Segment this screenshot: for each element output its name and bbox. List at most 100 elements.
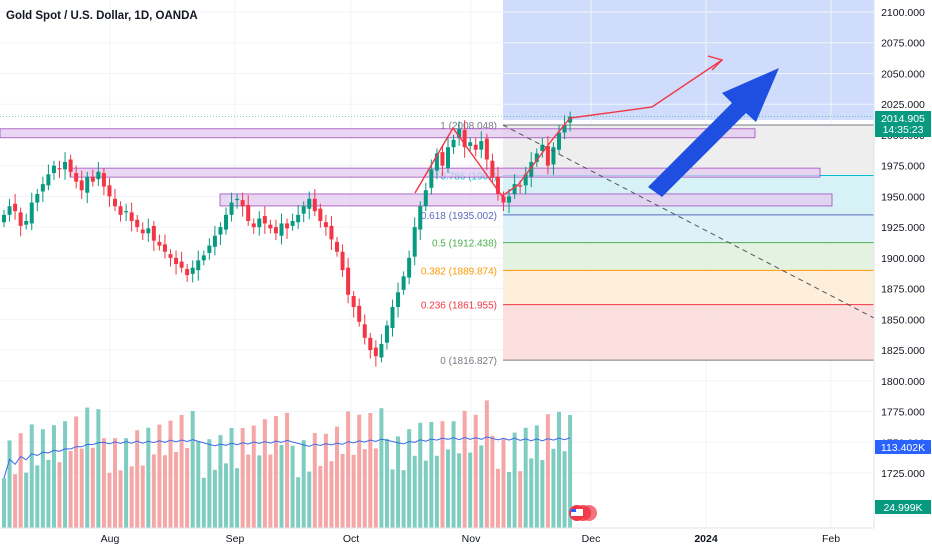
- price-tick-label: 1800.000: [881, 376, 925, 388]
- time-axis-label: 2024: [694, 533, 718, 545]
- volume-bar: [51, 425, 56, 528]
- zone-box[interactable]: [0, 128, 756, 139]
- candle-body: [396, 292, 401, 308]
- candle-body: [323, 222, 328, 228]
- fib-level-label: 0.382 (1889.874): [421, 266, 497, 277]
- candle-body: [151, 225, 156, 241]
- volume-bar: [235, 468, 240, 528]
- price-tick-label: 1875.000: [881, 284, 925, 296]
- candle-body: [418, 206, 423, 230]
- time-axis[interactable]: [0, 528, 874, 550]
- candle-body: [57, 168, 62, 170]
- volume-bar: [462, 410, 467, 528]
- candle-body: [462, 130, 467, 148]
- volume-bar: [523, 427, 528, 528]
- volume-bar: [418, 422, 423, 528]
- candle-body: [29, 202, 34, 224]
- volume-bar: [557, 411, 561, 528]
- volume-bar: [212, 469, 217, 528]
- volume-bar: [207, 439, 212, 528]
- volume-bar: [229, 428, 234, 528]
- zone-box[interactable]: [219, 193, 833, 207]
- candle-body: [346, 267, 351, 295]
- candle-body: [451, 139, 456, 148]
- volume-bar: [285, 412, 290, 528]
- zone-boxes[interactable]: [0, 116, 874, 207]
- candle-body: [24, 220, 29, 225]
- candle-body: [51, 165, 56, 174]
- volume-bar: [429, 422, 434, 528]
- time-axis-label: Nov: [462, 533, 481, 545]
- projection-arrow[interactable]: [648, 68, 779, 197]
- volume-bar: [440, 421, 445, 528]
- volume-bar: [329, 461, 334, 528]
- zigzag-arrowhead: [707, 55, 724, 71]
- volume-bar: [2, 478, 6, 528]
- volume-bar: [135, 430, 140, 528]
- candle-body: [190, 267, 195, 274]
- volume-bar: [29, 424, 34, 528]
- candle-body: [7, 206, 12, 215]
- candle-body: [512, 184, 517, 194]
- descending-trendline[interactable]: [502, 124, 875, 319]
- volume-bar: [257, 455, 262, 528]
- candle-body: [113, 198, 117, 207]
- candle-body: [318, 208, 323, 221]
- candle-body: [468, 142, 473, 146]
- candle-body: [85, 176, 90, 193]
- candle-body: [562, 125, 567, 133]
- volume-bar: [218, 435, 223, 528]
- price-tick-label: 1725.000: [881, 468, 925, 480]
- candle-body: [412, 227, 417, 257]
- time-axis-label: Sep: [226, 533, 245, 545]
- candle-body: [373, 347, 378, 357]
- candle-body: [68, 159, 73, 172]
- candle-body: [290, 220, 295, 226]
- candle-body: [235, 198, 240, 201]
- volume-bar: [151, 454, 156, 528]
- candle-body: [379, 343, 384, 358]
- candle-body: [368, 337, 373, 351]
- candle-body: [479, 141, 484, 150]
- candle-body: [18, 212, 23, 226]
- candle-body: [107, 185, 112, 197]
- candle-body: [135, 219, 140, 228]
- candle-body: [423, 190, 428, 207]
- candle-body: [473, 144, 478, 150]
- volume-badge: [875, 440, 931, 454]
- candle-body: [273, 227, 278, 234]
- candle-body: [179, 261, 184, 268]
- zigzag-path[interactable]: [414, 59, 723, 197]
- candle-body: [457, 128, 462, 138]
- projection-zone[interactable]: [503, 0, 874, 120]
- economic-events-icon[interactable]: [569, 505, 597, 521]
- candle-body: [218, 227, 223, 235]
- fib-band: [503, 270, 874, 305]
- current-price-label: 2014.905: [881, 113, 925, 125]
- zone-box[interactable]: [69, 167, 821, 178]
- volume-bar: [46, 459, 51, 528]
- candle-body: [507, 196, 512, 203]
- candle-body: [557, 132, 561, 150]
- candle-body: [2, 214, 6, 223]
- volume-bar: [85, 407, 90, 528]
- volume-bar: [323, 433, 328, 528]
- volume-bar: [185, 448, 190, 528]
- fib-level-label: 0 (1816.827): [440, 356, 497, 367]
- fib-level-label: 0.618 (1935.002): [421, 211, 497, 222]
- bottom-badge: [875, 500, 931, 514]
- volume-bar: [529, 458, 534, 528]
- volume-bar: [157, 424, 162, 528]
- candle-body: [362, 324, 367, 338]
- fib-level-label: 1 (2008.048): [440, 121, 497, 132]
- candle-body: [390, 307, 395, 328]
- candle-body: [335, 241, 339, 252]
- volume-bar: [318, 466, 323, 528]
- price-tick-label: 1850.000: [881, 314, 925, 326]
- candle-body: [168, 254, 173, 258]
- candle-body: [224, 214, 228, 230]
- volume-bar: [124, 438, 129, 528]
- volume-bar: [434, 455, 439, 528]
- volume-bar: [224, 463, 228, 528]
